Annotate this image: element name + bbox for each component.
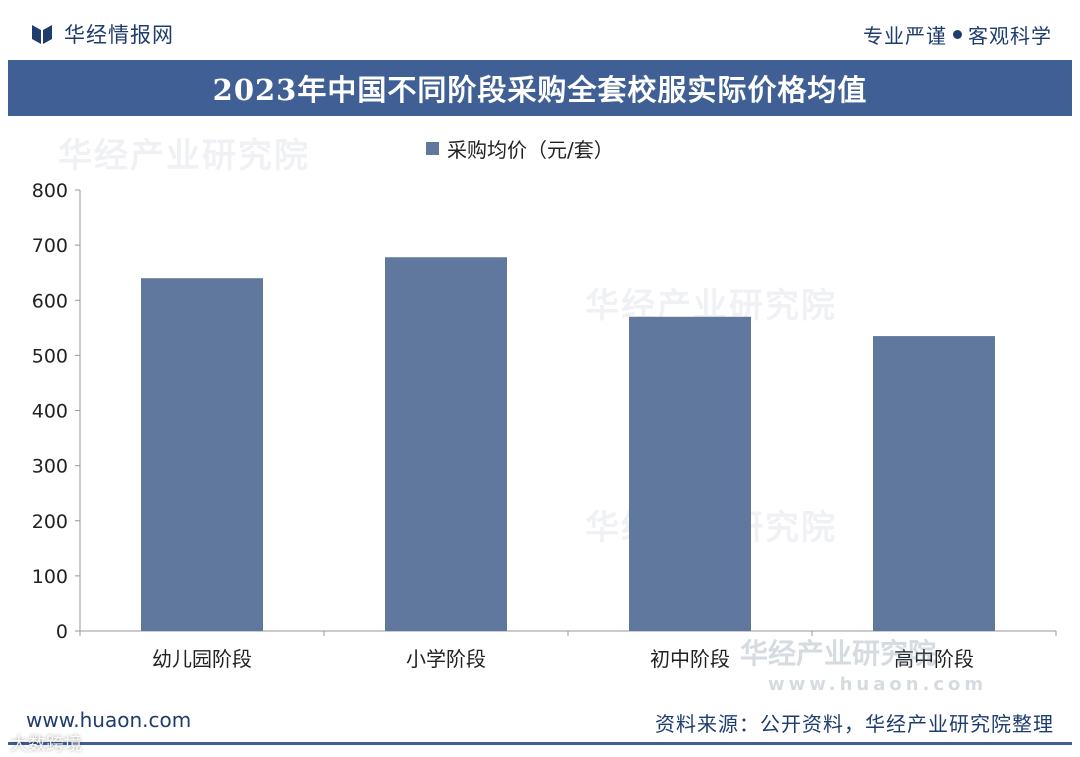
- slogan-dot-icon: [953, 29, 962, 39]
- x-tick-label: 初中阶段: [650, 647, 730, 671]
- slogan: 专业严谨 客观科学: [863, 20, 1052, 49]
- chart-legend: 采购均价（元/套）: [426, 134, 614, 163]
- legend-label: 采购均价（元/套）: [447, 138, 614, 162]
- y-tick-label: 700: [32, 235, 68, 257]
- institute-watermark: 华经产业研究院: [740, 637, 937, 670]
- brand-logo-icon: [32, 25, 52, 44]
- bar-chart: 0 100 200 300 400 500 600 700 800 幼儿园阶段 小学阶段 初中阶段 高中…: [32, 180, 1057, 671]
- brand-block: 华经情报网: [30, 19, 174, 49]
- chart-title: 2023年中国不同阶段采购全套校服实际价格均值: [212, 73, 868, 107]
- corner-tag: 大数跨境: [10, 734, 82, 755]
- y-tick-label: 100: [32, 566, 68, 588]
- footer-website[interactable]: www.huaon.com: [26, 708, 192, 732]
- bar: [873, 336, 995, 631]
- y-tick-label: 400: [32, 401, 68, 423]
- y-tick-label: 800: [32, 180, 68, 202]
- title-bar: 2023年中国不同阶段采购全套校服实际价格均值: [8, 60, 1072, 116]
- top-frame: [0, 0, 1080, 8]
- url-watermark: www.huaon.com: [768, 674, 988, 695]
- bottom-rule: [8, 742, 1072, 745]
- x-tick-label: 高中阶段: [894, 647, 974, 671]
- y-tick-label: 300: [32, 456, 68, 478]
- footer-source: 资料来源：公开资料，华经产业研究院整理: [655, 712, 1054, 736]
- bar: [385, 257, 507, 631]
- slogan-right: 客观科学: [968, 23, 1052, 48]
- bar: [629, 316, 751, 631]
- brand-name: 华经情报网: [64, 23, 174, 47]
- y-tick-label: 600: [32, 290, 68, 312]
- y-tick-label: 500: [32, 345, 68, 367]
- x-tick-label: 小学阶段: [406, 647, 486, 671]
- legend-swatch: [426, 142, 439, 155]
- x-tick-label: 幼儿园阶段: [152, 647, 252, 671]
- y-tick-label: 200: [32, 511, 68, 533]
- bar: [141, 278, 263, 631]
- y-tick-label: 0: [56, 621, 68, 643]
- brand-header: 华经情报网 专业严谨 客观科学: [0, 8, 1080, 60]
- slogan-left: 专业严谨: [863, 23, 947, 48]
